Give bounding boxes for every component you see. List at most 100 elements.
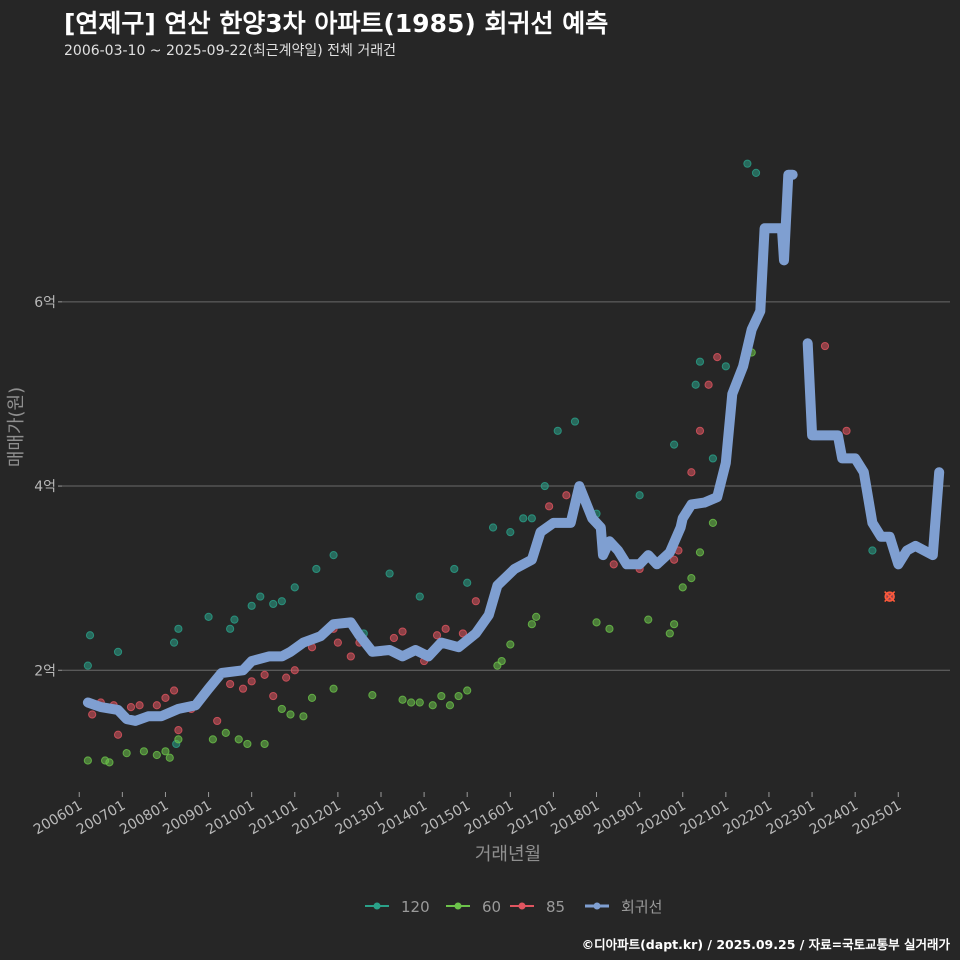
- point-85: [432, 631, 442, 640]
- point-60: [463, 686, 472, 695]
- point-60: [670, 620, 679, 629]
- x-axis-labels: 2006012007012008012009012010012011012012…: [31, 792, 904, 838]
- point-120: [312, 564, 321, 574]
- point-85: [282, 673, 291, 682]
- point-120: [743, 159, 752, 168]
- point-85: [174, 726, 183, 735]
- point-60: [329, 684, 338, 693]
- x-tick-label: 200701: [74, 798, 128, 839]
- point-120: [83, 661, 92, 670]
- x-tick-label: 202001: [634, 798, 688, 839]
- point-120: [463, 578, 472, 587]
- point-85: [458, 629, 467, 638]
- point-85: [169, 686, 179, 695]
- point-85: [238, 684, 248, 693]
- point-85: [247, 677, 256, 686]
- point-85: [113, 730, 123, 739]
- credit-footer: ©디아파트(dapt.kr) / 2025.09.25 / 자료=국토교통부 실…: [581, 937, 950, 952]
- point-60: [260, 739, 269, 749]
- point-120: [247, 601, 256, 610]
- x-tick-label: 202201: [721, 798, 775, 839]
- point-60: [415, 698, 424, 707]
- point-120: [113, 647, 123, 656]
- point-85: [389, 633, 399, 643]
- latest-trade-marker: [884, 591, 895, 602]
- point-120: [450, 564, 459, 574]
- point-85: [333, 638, 342, 647]
- point-60: [605, 624, 614, 633]
- point-120: [290, 583, 299, 592]
- point-60: [527, 620, 536, 629]
- point-60: [687, 574, 696, 583]
- point-120: [85, 631, 95, 640]
- point-85: [704, 380, 713, 389]
- point-120: [204, 612, 213, 621]
- point-60: [445, 701, 455, 710]
- point-120: [868, 546, 877, 555]
- point-120: [488, 523, 498, 532]
- point-60: [208, 735, 217, 744]
- point-60: [139, 747, 149, 756]
- regression-line-segment-2: [802, 338, 945, 570]
- legend-label: 85: [546, 898, 565, 916]
- latest-trade-cross-icon: [884, 591, 896, 603]
- x-tick-label: 201801: [548, 798, 602, 839]
- point-60: [243, 739, 252, 749]
- point-60: [695, 548, 705, 557]
- point-120: [169, 638, 179, 647]
- point-120: [230, 615, 239, 624]
- point-85: [398, 627, 407, 636]
- point-85: [695, 426, 705, 435]
- point-60: [532, 612, 541, 621]
- point-120: [708, 454, 718, 463]
- point-120: [226, 624, 235, 633]
- point-85: [687, 468, 696, 477]
- point-85: [88, 710, 97, 719]
- point-85: [713, 353, 722, 362]
- point-60: [407, 698, 416, 707]
- legend-swatch-dot: [593, 902, 601, 910]
- x-tick-label: 201901: [591, 798, 645, 839]
- point-60: [299, 712, 308, 721]
- point-60: [277, 704, 286, 714]
- point-85: [152, 701, 161, 710]
- point-85: [260, 670, 269, 679]
- point-60: [454, 691, 463, 701]
- point-85: [562, 491, 571, 500]
- point-120: [174, 624, 183, 633]
- point-120: [721, 362, 730, 371]
- legend-label: 회귀선: [621, 898, 662, 916]
- point-120: [277, 597, 286, 606]
- special-marker: [884, 591, 896, 603]
- point-60: [221, 728, 230, 737]
- point-60: [122, 749, 131, 758]
- point-60: [678, 583, 687, 592]
- point-85: [441, 624, 450, 633]
- point-120: [527, 514, 536, 523]
- x-tick-label: 201201: [290, 798, 344, 839]
- point-120: [385, 569, 394, 578]
- point-120: [269, 599, 278, 609]
- x-axis-title: 거래년월: [475, 844, 541, 865]
- point-120: [415, 592, 424, 601]
- x-tick-label: 200601: [31, 798, 85, 839]
- x-tick-label: 201701: [505, 798, 559, 839]
- point-60: [497, 656, 506, 666]
- point-60: [368, 691, 377, 700]
- point-60: [152, 750, 161, 760]
- point-60: [665, 629, 674, 638]
- page-subtitle: 2006-03-10 ~ 2025-09-22(최근계약일) 전체 거래건: [64, 43, 396, 59]
- point-60: [165, 753, 174, 762]
- x-tick-label: 200801: [117, 798, 171, 839]
- point-60: [307, 693, 317, 702]
- grid-lines: [58, 301, 950, 671]
- point-60: [174, 735, 183, 744]
- y-tick-label: 6억: [34, 295, 56, 311]
- y-axis-labels: 2억 4억 6억: [34, 295, 56, 679]
- point-85: [842, 426, 851, 435]
- scatter-points: [83, 159, 894, 767]
- x-tick-label: 201401: [376, 798, 430, 839]
- point-85: [269, 691, 278, 701]
- point-85: [226, 679, 235, 689]
